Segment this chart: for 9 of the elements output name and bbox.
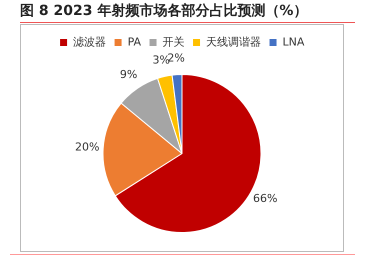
data-label: 66%: [253, 192, 278, 206]
legend-label: PA: [128, 35, 142, 48]
data-label: 9%: [120, 68, 138, 81]
legend-label: 天线调谐器: [206, 35, 262, 48]
data-label: 20%: [74, 140, 100, 154]
legend-label: 滤波器: [73, 35, 106, 48]
legend-label: 开关: [162, 35, 185, 48]
legend-label: LNA: [282, 35, 305, 48]
chart-title: 图 8 2023 年射频市场各部分占比预测（%）: [20, 2, 355, 23]
